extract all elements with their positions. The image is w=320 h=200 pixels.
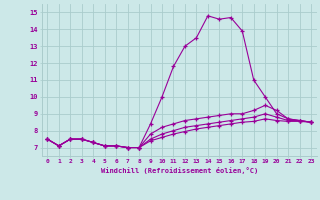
X-axis label: Windchill (Refroidissement éolien,°C): Windchill (Refroidissement éolien,°C) — [100, 167, 258, 174]
